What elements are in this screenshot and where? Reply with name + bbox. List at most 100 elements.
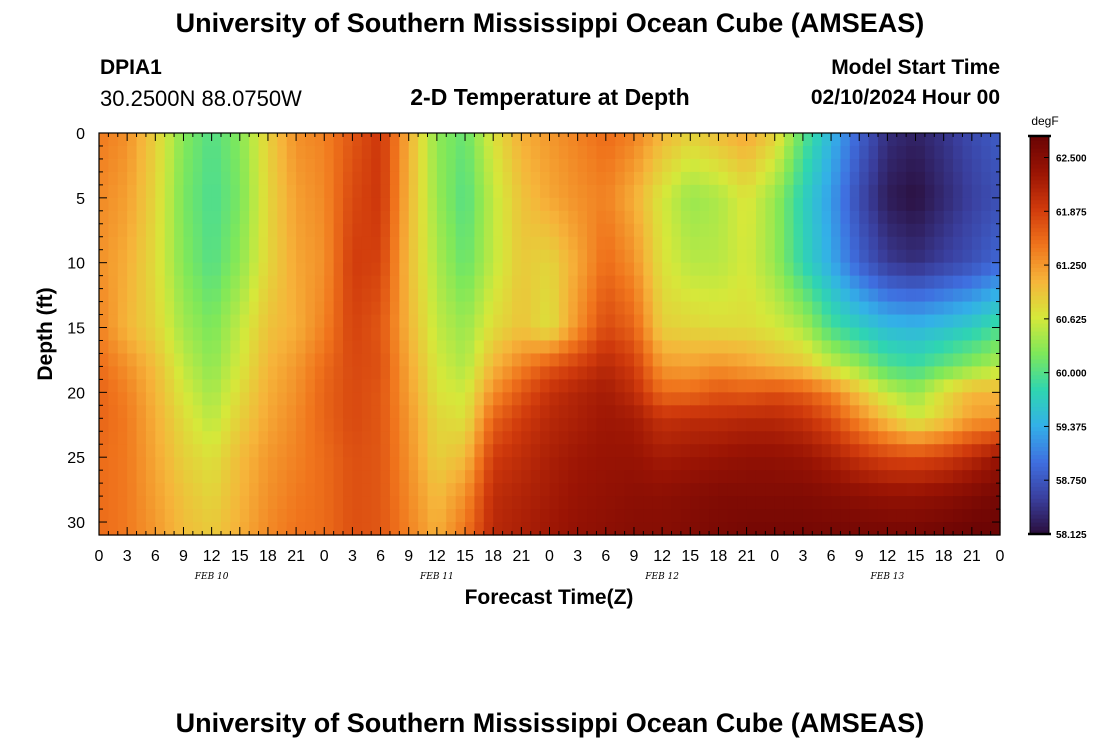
heatmap-cell xyxy=(183,158,194,173)
heatmap-cell xyxy=(840,145,851,160)
heatmap-cell xyxy=(127,496,138,510)
heatmap-cell xyxy=(202,262,213,277)
heatmap-cell xyxy=(493,470,504,484)
heatmap-cell xyxy=(192,405,203,419)
heatmap-cell xyxy=(615,405,626,419)
heatmap-cell xyxy=(652,275,663,290)
heatmap-cell xyxy=(267,509,278,523)
heatmap-cell xyxy=(671,418,682,432)
heatmap-cell xyxy=(596,133,607,147)
heatmap-cell xyxy=(643,340,654,355)
heatmap-cell xyxy=(662,470,673,484)
heatmap-cell xyxy=(352,236,363,251)
heatmap-cell xyxy=(877,314,888,329)
heatmap-cell xyxy=(868,522,879,536)
heatmap-cell xyxy=(465,431,476,445)
heatmap-cell xyxy=(765,249,776,264)
heatmap-cell xyxy=(793,171,804,186)
heatmap-cell xyxy=(943,184,954,199)
heatmap-cell xyxy=(155,249,166,264)
heatmap-cell xyxy=(821,249,832,264)
heatmap-cell xyxy=(990,366,1001,380)
heatmap-cell xyxy=(709,288,720,303)
heatmap-cell xyxy=(371,340,382,355)
heatmap-cell xyxy=(774,353,785,368)
heatmap-cell xyxy=(877,366,888,380)
heatmap-cell xyxy=(183,275,194,290)
heatmap-cell xyxy=(896,262,907,277)
heatmap-cell xyxy=(727,197,738,212)
heatmap-cell xyxy=(868,249,879,264)
heatmap-cell xyxy=(746,470,757,484)
heatmap-cell xyxy=(981,470,992,484)
x-tick-label: 15 xyxy=(907,548,925,565)
heatmap-cell xyxy=(540,405,551,419)
heatmap-cell xyxy=(502,210,513,225)
heatmap-cell xyxy=(596,392,607,406)
heatmap-cell xyxy=(258,249,269,264)
heatmap-cell xyxy=(511,133,522,147)
heatmap-cell xyxy=(155,522,166,536)
heatmap-cell xyxy=(511,509,522,523)
heatmap-cell xyxy=(493,392,504,406)
heatmap-cell xyxy=(221,418,231,432)
heatmap-cell xyxy=(868,340,879,355)
heatmap-cell xyxy=(577,158,588,173)
heatmap-cell xyxy=(821,327,832,342)
heatmap-cell xyxy=(831,158,842,173)
heatmap-cell xyxy=(943,197,954,212)
heatmap-cell xyxy=(924,405,935,419)
heatmap-cell xyxy=(202,197,213,212)
heatmap-cell xyxy=(418,249,429,264)
heatmap-cell xyxy=(192,327,203,342)
heatmap-cell xyxy=(568,509,579,523)
heatmap-cell xyxy=(643,210,654,225)
heatmap-cell xyxy=(812,236,823,251)
heatmap-cell xyxy=(305,379,316,393)
heatmap-cell xyxy=(859,223,870,238)
heatmap-cell xyxy=(718,275,729,290)
heatmap-cell xyxy=(174,171,185,186)
heatmap-cell xyxy=(399,236,410,251)
heatmap-cell xyxy=(727,353,738,368)
heatmap-cell xyxy=(971,301,982,316)
heatmap-cell xyxy=(230,184,241,199)
heatmap-cell xyxy=(906,197,917,212)
heatmap-cell xyxy=(887,483,898,497)
heatmap-cell xyxy=(840,353,851,368)
heatmap-cell xyxy=(915,444,926,458)
heatmap-cell xyxy=(483,340,494,355)
heatmap-cell xyxy=(924,522,935,536)
heatmap-cell xyxy=(615,158,626,173)
heatmap-cell xyxy=(530,301,541,316)
colorbar-band xyxy=(1030,327,1049,332)
heatmap-cell xyxy=(859,327,870,342)
x-tick-label: 9 xyxy=(855,548,864,565)
heatmap-cell xyxy=(540,509,551,523)
heatmap-cell xyxy=(943,496,954,510)
heatmap-cell xyxy=(934,444,945,458)
heatmap-cell xyxy=(446,379,457,393)
heatmap-cell xyxy=(164,444,175,458)
heatmap-cell xyxy=(249,483,260,497)
colorbar-band xyxy=(1030,267,1049,272)
heatmap-cell xyxy=(934,327,945,342)
heatmap-cell xyxy=(249,301,260,316)
heatmap-cell xyxy=(164,353,175,368)
heatmap-cell xyxy=(643,301,654,316)
y-tick-label: 20 xyxy=(67,385,85,402)
heatmap-cell xyxy=(802,405,813,419)
heatmap-cell xyxy=(849,223,860,238)
heatmap-cell xyxy=(840,327,851,342)
heatmap-cell xyxy=(277,262,288,277)
heatmap-cell xyxy=(727,431,738,445)
heatmap-cell xyxy=(305,262,316,277)
heatmap-cell xyxy=(418,366,429,380)
heatmap-cell xyxy=(605,379,616,393)
heatmap-cell xyxy=(127,288,138,303)
heatmap-cell xyxy=(371,418,382,432)
heatmap-cell xyxy=(249,522,260,536)
heatmap-cell xyxy=(953,262,964,277)
heatmap-cell xyxy=(418,184,429,199)
heatmap-cell xyxy=(361,184,372,199)
